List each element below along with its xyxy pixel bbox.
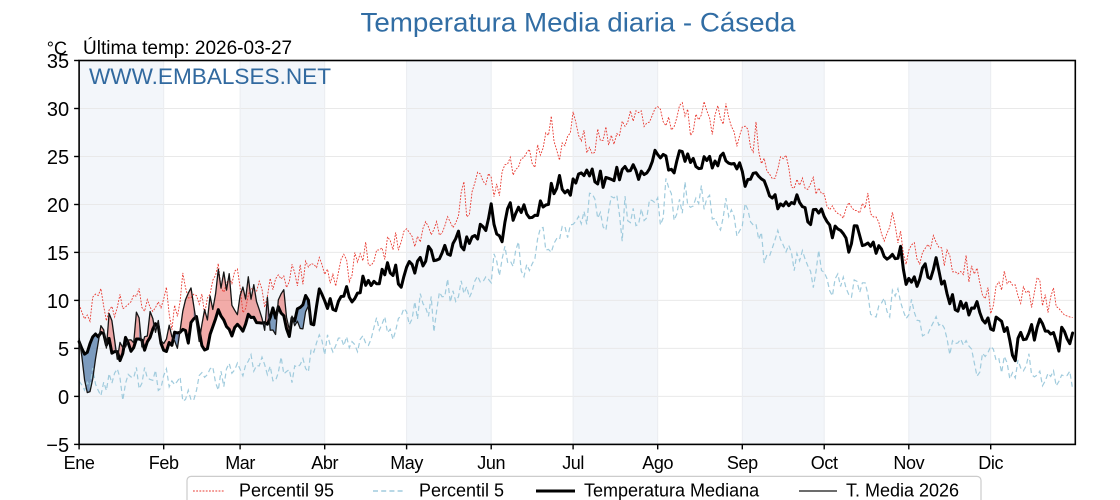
svg-text:−5: −5 (46, 435, 69, 457)
svg-text:Dic: Dic (978, 453, 1003, 473)
svg-text:5: 5 (58, 339, 69, 361)
svg-text:WWW.EMBALSES.NET: WWW.EMBALSES.NET (89, 64, 331, 89)
svg-text:Sep: Sep (727, 453, 758, 473)
svg-text:Percentil 95: Percentil 95 (239, 481, 334, 500)
svg-text:Nov: Nov (893, 453, 924, 473)
svg-text:Temperatura Media diaria - Cás: Temperatura Media diaria - Cáseda (361, 8, 797, 38)
svg-text:Última temp: 2026-03-27: Última temp: 2026-03-27 (83, 37, 292, 59)
svg-text:10: 10 (47, 291, 69, 313)
svg-text:Ene: Ene (64, 453, 95, 473)
svg-text:Feb: Feb (149, 453, 179, 473)
svg-text:°C: °C (47, 38, 67, 58)
svg-text:Temperatura Mediana: Temperatura Mediana (584, 481, 760, 500)
svg-text:T. Media 2026: T. Media 2026 (846, 481, 959, 500)
svg-text:20: 20 (47, 195, 69, 217)
svg-text:25: 25 (47, 147, 69, 169)
svg-text:Percentil 5: Percentil 5 (419, 481, 504, 500)
svg-text:Jul: Jul (562, 453, 584, 473)
svg-text:Abr: Abr (311, 453, 338, 473)
svg-text:0: 0 (58, 387, 69, 409)
svg-text:May: May (390, 453, 423, 473)
svg-text:Ago: Ago (642, 453, 673, 473)
svg-text:35: 35 (47, 51, 69, 73)
svg-text:Jun: Jun (477, 453, 505, 473)
svg-text:30: 30 (47, 99, 69, 121)
svg-text:15: 15 (47, 243, 69, 265)
svg-text:Mar: Mar (225, 453, 255, 473)
svg-text:Oct: Oct (811, 453, 838, 473)
